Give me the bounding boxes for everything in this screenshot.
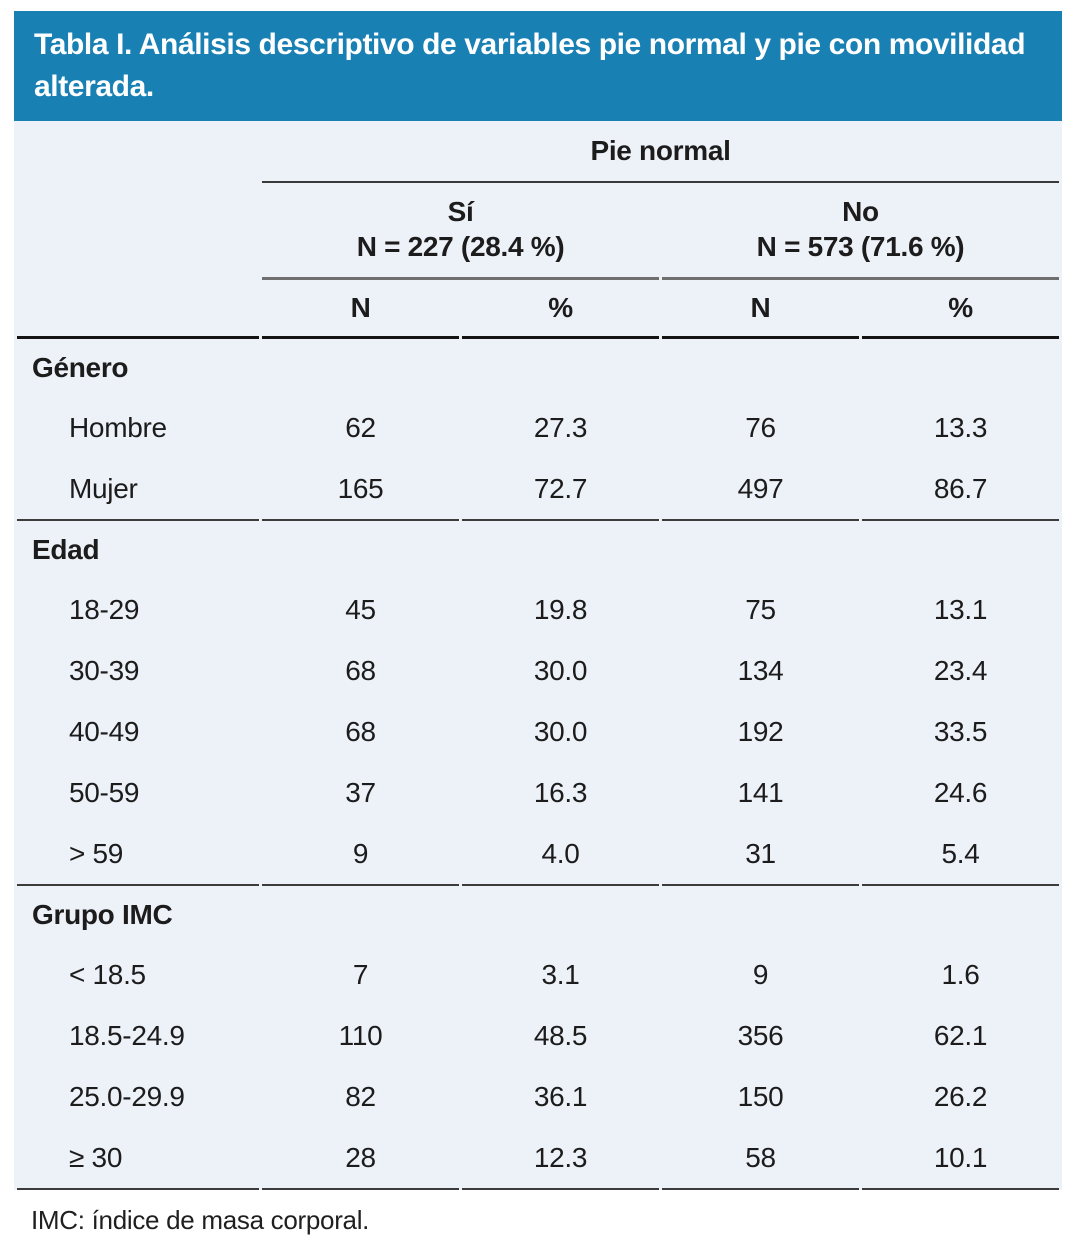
cell-value: 31	[662, 823, 859, 886]
cell-value: 45	[345, 593, 376, 625]
cell-value: 16.3	[533, 776, 588, 808]
section-row: Edad	[17, 521, 1059, 579]
col-header-n-si: N	[262, 280, 460, 339]
cell-value: 30.0	[533, 654, 588, 686]
cell-value: 68	[345, 715, 376, 747]
table-row: ≥ 30 28 12.3 58 10.1	[17, 1127, 1059, 1190]
cell-value: 192	[737, 715, 784, 747]
cell-value: 10.1	[862, 1127, 1059, 1190]
row-label: 30-39	[69, 654, 140, 686]
subgroup-si-n: N = 227 (28.4 %)	[356, 231, 565, 262]
cell-value: 28	[262, 1127, 460, 1190]
table-row: 18.5-24.9 110 48.5 356 62.1	[17, 1005, 1059, 1066]
cell-value: 68	[345, 654, 376, 686]
spacer-cell	[17, 183, 259, 280]
section-header: Grupo IMC	[32, 899, 173, 930]
table-card: Pie normal Sí N = 227 (28.4 %) No N = 57…	[14, 121, 1062, 1190]
data-table: Pie normal Sí N = 227 (28.4 %) No N = 57…	[14, 121, 1062, 1190]
table-body: Género Hombre 62 27.3 76 13.3 Mujer 165 72.7 497 8…	[17, 339, 1059, 1190]
cell-value: 9	[752, 958, 769, 990]
table-row: 18-29 45 19.8 75 13.1	[17, 579, 1059, 640]
cell-value: 141	[737, 776, 784, 808]
cell-value: 1.6	[941, 958, 980, 990]
subgroup-si-label: Sí	[447, 196, 474, 227]
col-header-n-no: N	[662, 280, 859, 339]
row-label: > 59	[17, 823, 260, 886]
row-label: 18-29	[69, 593, 140, 625]
cell-value: 23.4	[933, 654, 988, 686]
cell-value: 4.0	[462, 823, 660, 886]
cell-value: 36.1	[533, 1080, 588, 1112]
row-label: 50-59	[69, 776, 140, 808]
footnote: IMC: índice de masa corporal.	[14, 1190, 1062, 1254]
row-label: Mujer	[17, 458, 260, 521]
row-label: Hombre	[69, 411, 167, 443]
subgroup-header-row: Sí N = 227 (28.4 %) No N = 573 (71.6 %)	[17, 183, 1059, 280]
cell-value: 76	[745, 411, 776, 443]
row-label: 18.5-24.9	[69, 1019, 185, 1051]
cell-value: 27.3	[533, 411, 588, 443]
cell-value: 12.3	[462, 1127, 660, 1190]
table-row: 30-39 68 30.0 134 23.4	[17, 640, 1059, 701]
section-header: Edad	[32, 534, 100, 565]
cell-value: 75	[745, 593, 776, 625]
subgroup-no: No N = 573 (71.6 %)	[662, 183, 1059, 280]
cell-value: 30.0	[533, 715, 588, 747]
row-label: 40-49	[69, 715, 140, 747]
table-row: 50-59 37 16.3 141 24.6	[17, 762, 1059, 823]
subgroup-no-label: No	[842, 196, 879, 227]
subgroup-si: Sí N = 227 (28.4 %)	[262, 183, 660, 280]
subgroup-no-n: N = 573 (71.6 %)	[756, 231, 965, 262]
section-header: Género	[32, 352, 129, 383]
cell-value: 62	[345, 411, 376, 443]
table-head: Pie normal Sí N = 227 (28.4 %) No N = 57…	[17, 121, 1059, 339]
cell-value: 37	[345, 776, 376, 808]
table-row: > 59 9 4.0 31 5.4	[17, 823, 1059, 886]
group-header: Pie normal	[262, 121, 1059, 183]
cell-value: 82	[345, 1080, 376, 1112]
table-row: 40-49 68 30.0 192 33.5	[17, 701, 1059, 762]
cell-value: 72.7	[462, 458, 660, 521]
cell-value: 356	[737, 1019, 784, 1051]
col-header-pct-si: %	[462, 280, 660, 339]
cell-value: 19.8	[533, 593, 588, 625]
table-row: 25.0-29.9 82 36.1 150 26.2	[17, 1066, 1059, 1127]
spacer-cell	[17, 280, 260, 339]
row-label: < 18.5	[69, 958, 146, 990]
table-title: Tabla I. Análisis descriptivo de variabl…	[14, 11, 1062, 121]
cell-value: 24.6	[933, 776, 988, 808]
row-label: ≥ 30	[17, 1127, 260, 1190]
cell-value: 58	[662, 1127, 859, 1190]
spacer-cell	[17, 121, 259, 183]
table-row: Hombre 62 27.3 76 13.3	[17, 397, 1059, 458]
section-row: Grupo IMC	[17, 886, 1059, 944]
cell-value: 5.4	[862, 823, 1059, 886]
cell-value: 26.2	[933, 1080, 988, 1112]
cell-value: 86.7	[862, 458, 1059, 521]
section-row: Género	[17, 339, 1059, 397]
cell-value: 110	[338, 1019, 383, 1051]
column-header-row: N % N %	[17, 280, 1059, 339]
group-header-row: Pie normal	[17, 121, 1059, 183]
cell-value: 497	[662, 458, 859, 521]
row-label: 25.0-29.9	[69, 1080, 185, 1112]
cell-value: 165	[262, 458, 460, 521]
cell-value: 9	[262, 823, 460, 886]
cell-value: 134	[737, 654, 784, 686]
cell-value: 62.1	[933, 1019, 988, 1051]
cell-value: 3.1	[541, 958, 580, 990]
table-row: Mujer 165 72.7 497 86.7	[17, 458, 1059, 521]
cell-value: 150	[737, 1080, 784, 1112]
table-row: < 18.5 7 3.1 9 1.6	[17, 944, 1059, 1005]
cell-value: 48.5	[533, 1019, 588, 1051]
cell-value: 7	[352, 958, 369, 990]
cell-value: 13.1	[933, 593, 988, 625]
cell-value: 13.3	[933, 411, 988, 443]
col-header-pct-no: %	[862, 280, 1059, 339]
cell-value: 33.5	[933, 715, 988, 747]
